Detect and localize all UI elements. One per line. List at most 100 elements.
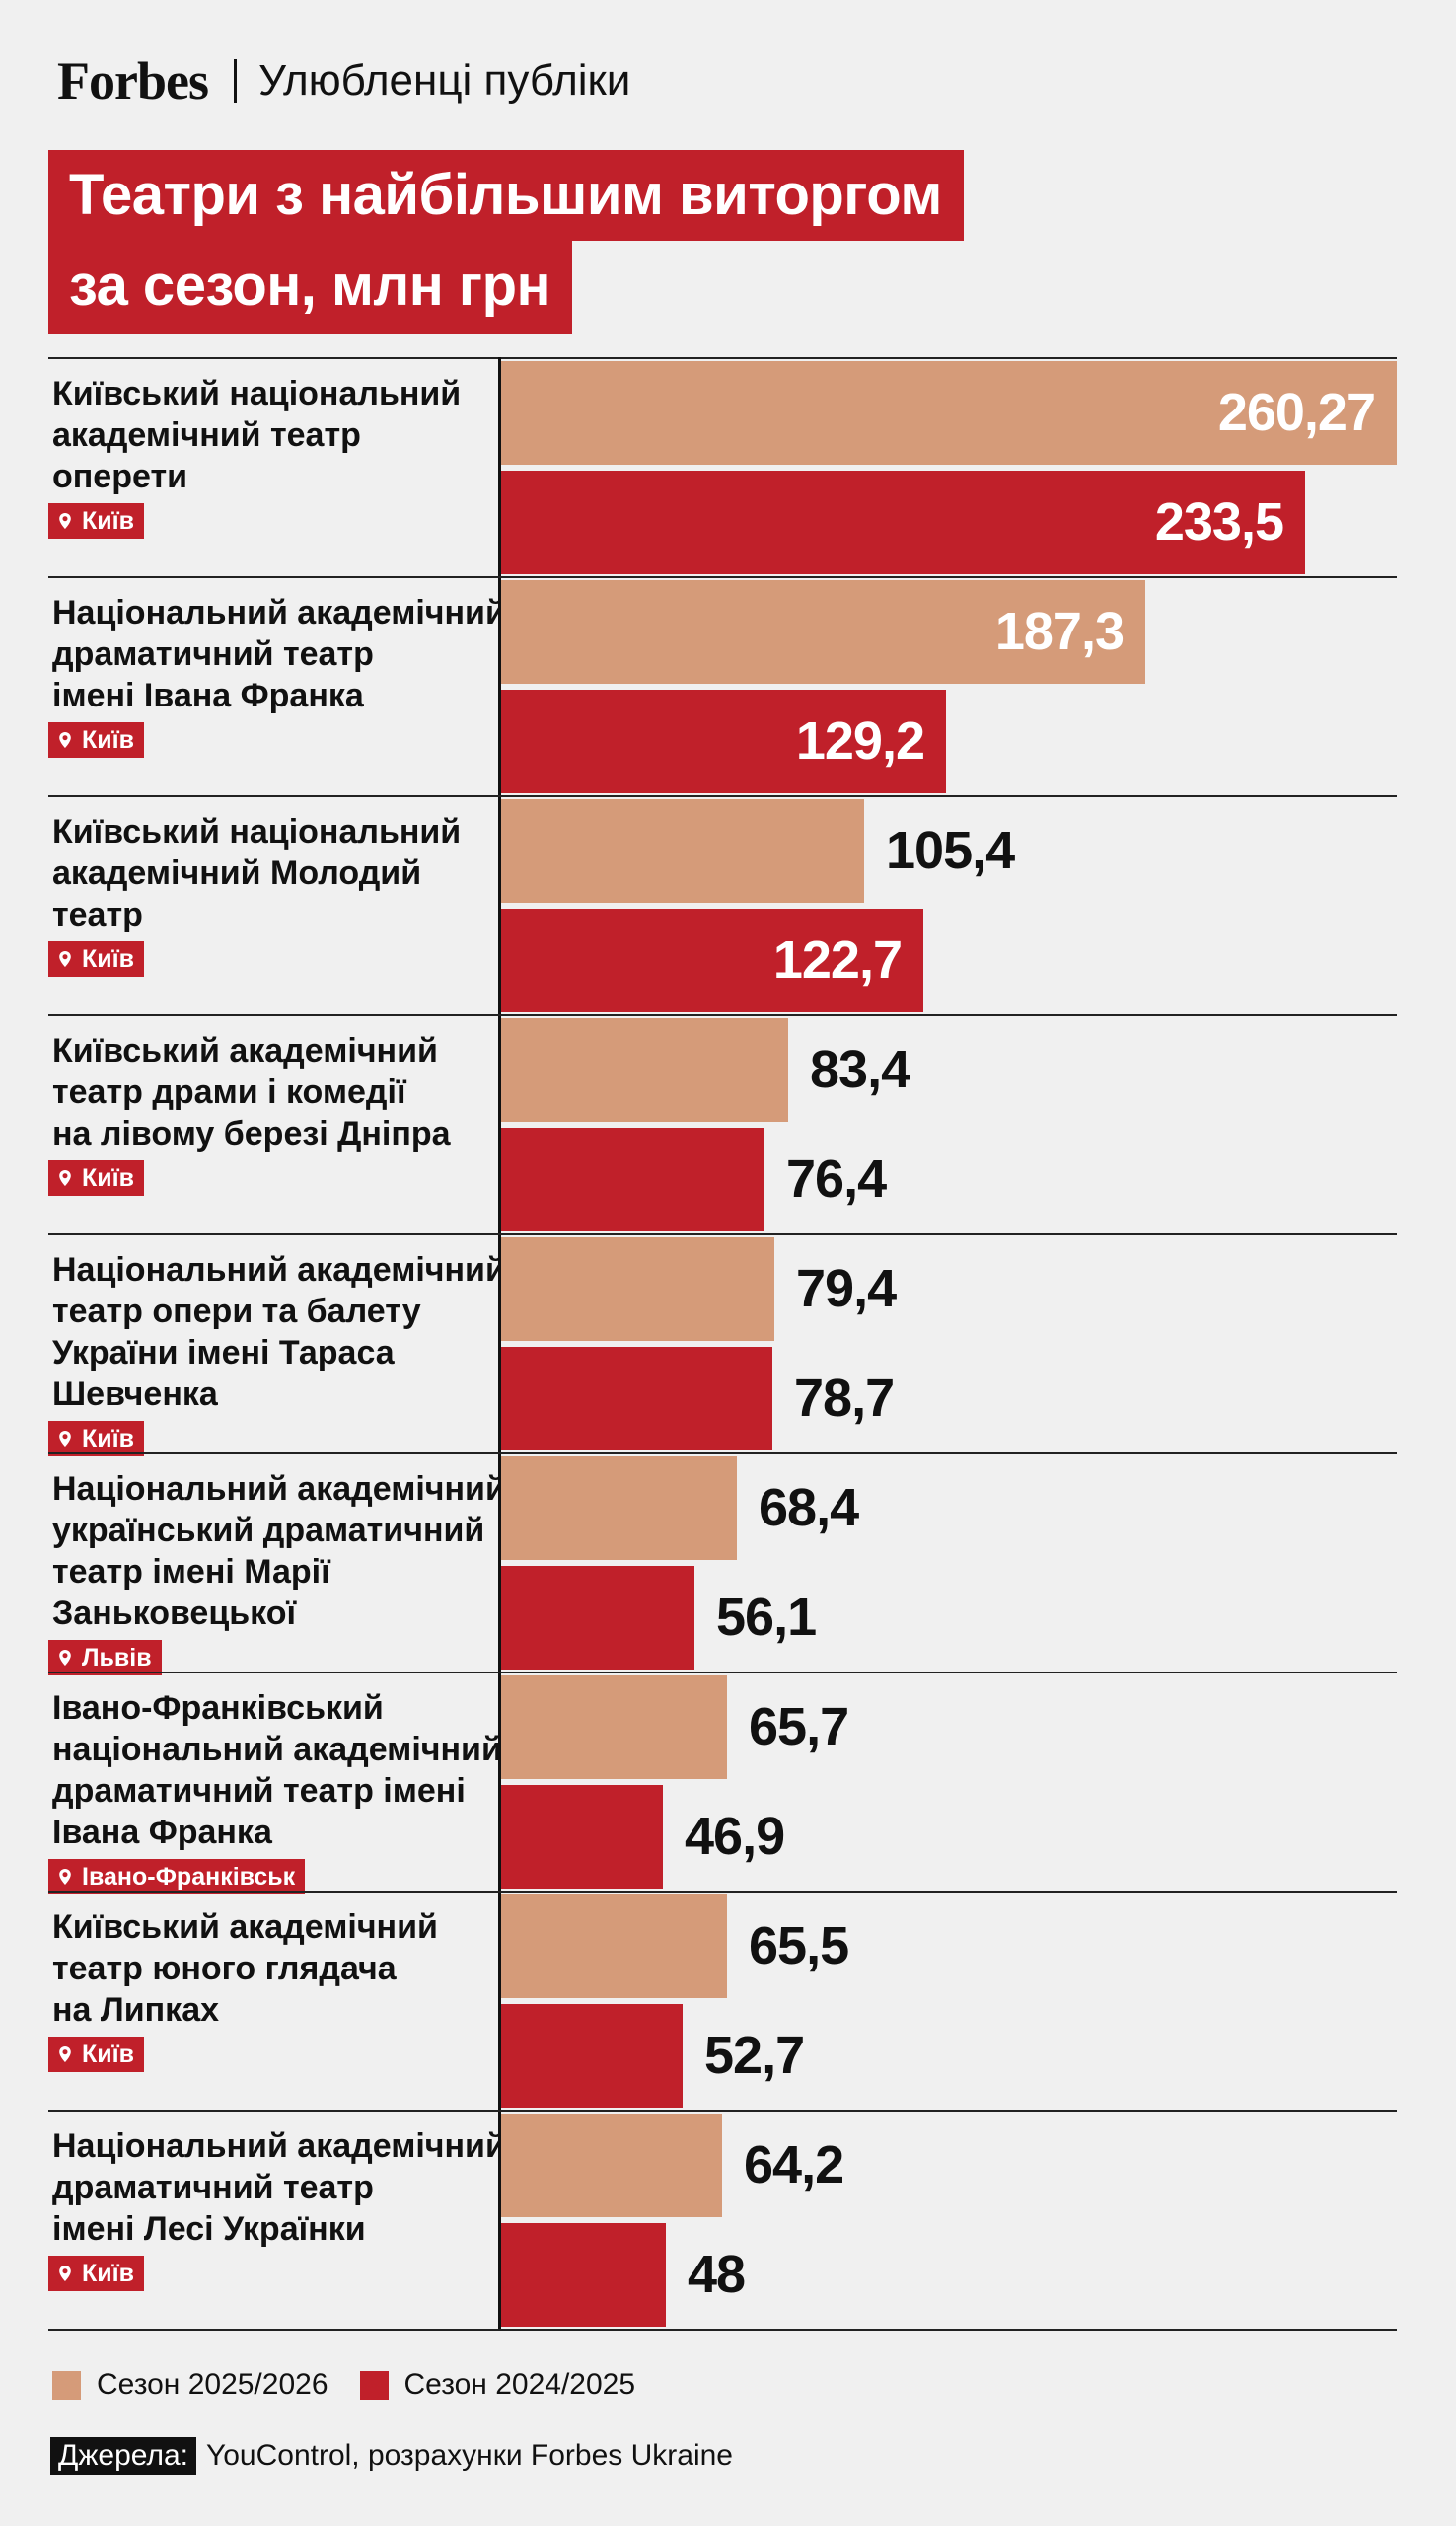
theatre-name-3: Київський національний академічний Молоди… [52,811,461,935]
theatre-name-line: Шевченка [52,1375,218,1413]
bar-chart: Київський національний академічний театр о… [48,357,1397,2331]
source-note: Джерела: YouControl, розрахунки Forbes U… [50,2437,733,2475]
bar-season-2024-2025-2 [501,690,946,793]
location-badge-4: Київ [48,1160,145,1196]
bar-season-2024-2025-6 [501,1566,694,1670]
location-badge-3: Київ [48,941,145,977]
theatre-name-line: оперети [52,458,187,495]
map-pin-icon [59,513,71,529]
bar-season-2025-2026-8 [501,1894,727,1998]
bar-season-2025-2026-9 [501,2114,722,2217]
legend-label-current: Сезон 2025/2026 [97,2368,328,2401]
forbes-logo: Forbes [57,51,209,111]
row-divider [48,2329,1397,2331]
theatre-name-line: Київський академічний [52,1032,438,1070]
value-label-2024-2025-3: 122,7 [772,930,903,990]
chart-title-line-2: за сезон, млн грн [48,241,573,334]
bar-season-2025-2026-1 [501,361,1397,465]
bar-season-2024-2025-9 [501,2223,666,2327]
row-divider [48,1891,1397,1893]
map-pin-icon [59,1650,71,1666]
bar-season-2024-2025-5 [501,1347,772,1450]
theatre-name-line: Івано-Франківський [52,1689,384,1727]
location-city: Київ [82,2259,135,2287]
bar-season-2024-2025-3 [501,909,923,1012]
value-label-2025-2026-4: 83,4 [810,1040,910,1099]
theatre-name-1: Київський національний академічний театр о… [52,373,461,497]
value-label-2024-2025-2: 129,2 [795,711,925,771]
location-city: Київ [82,2040,135,2068]
theatre-name-line: театр імені Марії [52,1553,330,1591]
row-divider [48,1672,1397,1673]
bar-season-2024-2025-8 [501,2004,683,2108]
location-badge-6: Львів [48,1640,162,1675]
location-badge-7: Івано-Франківськ [48,1859,306,1894]
value-label-2025-2026-1: 260,27 [1217,383,1376,442]
value-label-2024-2025-7: 46,9 [685,1807,785,1866]
row-divider [48,1452,1397,1454]
theatre-name-line: Національний академічний [52,1470,506,1508]
value-label-2024-2025-9: 48 [688,2245,746,2304]
theatre-name-line: на Липках [52,1991,220,2029]
value-label-2025-2026-2: 187,3 [994,602,1125,661]
value-label-2025-2026-9: 64,2 [744,2135,844,2194]
bar-season-2024-2025-4 [501,1128,764,1231]
theatre-name-line: Київський національний [52,813,462,851]
map-pin-icon [59,2266,71,2281]
bar-season-2025-2026-3 [501,799,864,903]
chart-title-line-1: Театри з найбільшим виторгом [48,150,964,241]
chart-axis-line [498,357,501,2330]
theatre-name-line: український драматичний [52,1512,485,1549]
location-badge-8: Київ [48,2037,145,2072]
theatre-name-line: Національний академічний [52,1251,506,1289]
value-label-2025-2026-6: 68,4 [759,1478,859,1537]
legend-item-previous: Сезон 2024/2025 [359,2368,635,2402]
theatre-name-line: національний академічний [52,1731,502,1768]
location-badge-5: Київ [48,1421,145,1456]
theatre-name-line: України імені Тараса [52,1334,395,1372]
header-divider [233,59,237,103]
theatre-name-line: драматичний театр [52,2169,374,2206]
value-label-2024-2025-5: 78,7 [794,1369,895,1428]
theatre-name-line: Київський національний [52,375,462,412]
map-pin-icon [59,1431,71,1447]
location-city: Київ [82,1424,135,1452]
theatre-name-8: Київський академічний театр юного глядача… [52,1906,438,2031]
row-divider [48,2110,1397,2112]
theatre-name-line: драматичний театр [52,635,374,673]
source-label: Джерела: [50,2437,196,2475]
map-pin-icon [59,1869,71,1885]
map-pin-icon [59,951,71,967]
location-city: Київ [82,506,135,535]
value-label-2024-2025-1: 233,5 [1154,492,1284,552]
theatre-name-line: Івана Франка [52,1814,272,1851]
theatre-name-2: Національний академічний драматичний теат… [52,592,506,716]
theatre-name-line: театр драми і комедії [52,1074,406,1111]
bar-season-2025-2026-4 [501,1018,788,1122]
legend-swatch-current [52,2370,81,2400]
source-text: YouControl, розрахунки Forbes Ukraine [205,2439,733,2472]
location-badge-9: Київ [48,2256,145,2291]
bar-season-2025-2026-7 [501,1675,727,1779]
location-badge-2: Київ [48,722,145,758]
theatre-name-line: театр юного глядача [52,1950,397,1987]
theatre-name-line: імені Івана Франка [52,677,364,714]
theatre-name-5: Національний академічний театр опери та б… [52,1249,506,1415]
theatre-name-line: імені Лесі Українки [52,2210,366,2248]
row-divider [48,576,1397,578]
bar-season-2025-2026-6 [501,1456,737,1560]
theatre-name-4: Київський академічний театр драми і комед… [52,1030,451,1154]
value-label-2025-2026-3: 105,4 [886,821,1015,880]
chart-title: Театри з найбільшим виторгом за сезон, м… [48,150,964,334]
location-city: Івано-Франківськ [82,1862,296,1891]
theatre-name-line: театр опери та балету [52,1293,421,1330]
bar-season-2025-2026-2 [501,580,1145,684]
location-city: Львів [82,1643,152,1672]
theatre-name-line: академічний театр [52,416,361,454]
location-city: Київ [82,1163,135,1192]
section-title: Улюбленці публіки [257,56,631,105]
value-label-2024-2025-8: 52,7 [704,2026,805,2085]
bar-season-2025-2026-5 [501,1237,774,1341]
value-label-2024-2025-6: 56,1 [716,1588,817,1647]
theatre-name-line: академічний Молодий [52,854,422,892]
